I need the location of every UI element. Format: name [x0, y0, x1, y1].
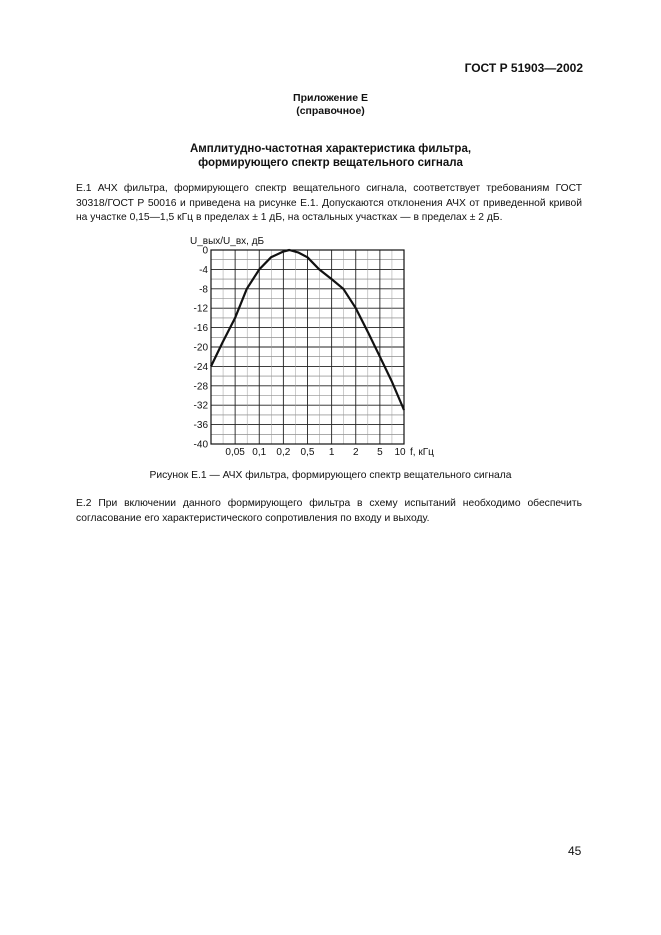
y-tick-label: -40	[194, 440, 209, 451]
y-tick-label: 0	[202, 246, 208, 257]
y-tick-label: -36	[194, 420, 209, 431]
frequency-response-chart: 0 -4 -8 -12 -16 -20 -24 -28 -32 -36 -40 0,05 0,1 0,2 0…	[190, 236, 434, 458]
section-title-line1: Амплитудно-частотная характеристика филь…	[189, 143, 472, 155]
x-tick-label: 1	[329, 447, 335, 458]
x-tick-label: 0,1	[252, 447, 266, 458]
y-tick-label: -12	[194, 304, 209, 315]
figure-caption: Рисунок Е.1 — АЧХ фильтра, формирующего …	[149, 470, 512, 481]
y-axis-label: U_вых/U_вх, дБ	[190, 236, 265, 247]
y-tick-label: -24	[194, 362, 209, 373]
x-tick-label: 0,5	[301, 447, 315, 458]
y-tick-label: -8	[199, 284, 208, 295]
x-tick-label: 0,2	[276, 447, 290, 458]
x-tick-label: 5	[377, 447, 383, 458]
section-title-line2: формирующего спектр вещательного сигнала	[198, 157, 463, 169]
x-tick-label: 10	[394, 447, 406, 458]
paragraph-e1: Е.1 АЧХ фильтра, формирующего спектр вещ…	[76, 183, 582, 223]
x-tick-label: 0,05	[225, 447, 245, 458]
response-curve	[210, 248, 406, 411]
y-tick-label: -20	[194, 343, 209, 354]
x-axis-label: f, кГц	[410, 447, 434, 458]
y-tick-label: -28	[194, 381, 209, 392]
y-tick-label: -16	[194, 323, 209, 334]
paragraph-e2: Е.2 При включении данного формирующего ф…	[76, 498, 582, 524]
y-tick-label: -32	[194, 401, 209, 412]
annex-title: Приложение Е	[293, 92, 368, 104]
plot-frame	[210, 249, 405, 445]
page-number: 45	[568, 844, 582, 858]
standard-header: ГОСТ Р 51903—2002	[464, 61, 583, 75]
annex-status: (справочное)	[296, 105, 365, 117]
x-tick-label: 2	[353, 447, 359, 458]
y-tick-label: -4	[199, 265, 208, 276]
